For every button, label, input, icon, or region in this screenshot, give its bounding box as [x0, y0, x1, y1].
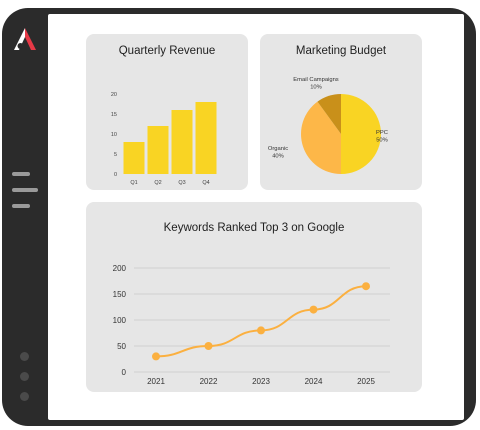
pie-slice-percent: 40%: [272, 154, 284, 160]
revenue-bar: [171, 110, 193, 174]
bar-x-tick-label: Q4: [202, 180, 209, 186]
nav-dot-3[interactable]: [20, 392, 29, 401]
pie-slice-label: Organic: [268, 146, 288, 152]
revenue-bar: [147, 126, 169, 174]
bar-x-tick-label: Q3: [178, 180, 185, 186]
pie-slice-percent: 50%: [376, 138, 388, 144]
line-x-tick-label: 2023: [252, 377, 270, 386]
nav-dot-2[interactable]: [20, 372, 29, 381]
revenue-bar: [195, 102, 217, 174]
line-y-tick-label: 50: [117, 342, 126, 351]
bar-y-tick-label: 10: [111, 132, 117, 138]
line-y-tick-label: 0: [122, 368, 127, 377]
bar-chart-title: Quarterly Revenue: [118, 45, 216, 57]
marketing-budget-card: Marketing Budget PPC 50% Organic 40% Email C…: [260, 34, 422, 190]
keywords-ranked-chart: 0 50 100 150 200 2021 2022 2023 2024 2025: [113, 264, 390, 386]
keywords-point: [257, 326, 265, 335]
line-y-tick-label: 200: [113, 264, 127, 273]
revenue-bar: [123, 142, 145, 174]
bar-x-tick-label: Q2: [154, 180, 161, 186]
keywords-ranked-card: Keywords Ranked Top 3 on Google 0 50 100 15…: [86, 202, 422, 392]
bar-y-tick-label: 5: [114, 152, 117, 158]
line-chart-title: Keywords Ranked Top 3 on Google: [163, 222, 345, 234]
line-y-tick-label: 100: [113, 316, 127, 325]
quarterly-revenue-card: Quarterly Revenue 0 5 10 15 20 Q1 Q2 Q3 Q4: [86, 34, 248, 190]
keywords-point: [204, 342, 213, 350]
hamburger-menu-icon[interactable]: [10, 170, 40, 214]
bar-y-tick-label: 0: [114, 172, 117, 178]
brand-a-logo-icon: [14, 28, 36, 50]
budget-pie-slice: [341, 94, 381, 174]
quarterly-revenue-chart: 0 5 10 15 20 Q1 Q2 Q3 Q4: [111, 92, 217, 186]
pie-chart-title: Marketing Budget: [295, 45, 387, 57]
line-y-tick-label: 150: [113, 290, 127, 299]
nav-dot-1[interactable]: [20, 352, 29, 361]
bar-y-tick-label: 15: [111, 112, 117, 118]
keywords-point: [309, 305, 318, 314]
pie-slice-label: PPC: [376, 130, 388, 136]
marketing-budget-chart: PPC 50% Organic 40% Email Campaigns 10%: [268, 77, 388, 174]
line-x-tick-label: 2024: [305, 377, 323, 386]
pie-slice-label: Email Campaigns: [293, 77, 339, 83]
line-x-tick-label: 2025: [357, 377, 375, 386]
line-x-tick-label: 2022: [200, 377, 218, 386]
bar-y-tick-label: 20: [111, 92, 117, 98]
budget-pie-slice: [301, 101, 341, 174]
budget-pie-slice: [317, 94, 341, 134]
bar-x-tick-label: Q1: [130, 180, 137, 186]
line-x-tick-label: 2021: [147, 377, 165, 386]
pie-slice-percent: 10%: [310, 85, 322, 91]
keywords-point: [152, 352, 160, 361]
dashboard-screen: Quarterly Revenue 0 5 10 15 20 Q1 Q2 Q3 Q4 Marke…: [48, 14, 464, 420]
keywords-point: [362, 282, 370, 291]
tablet-frame: Quarterly Revenue 0 5 10 15 20 Q1 Q2 Q3 Q4 Marke…: [2, 8, 476, 426]
